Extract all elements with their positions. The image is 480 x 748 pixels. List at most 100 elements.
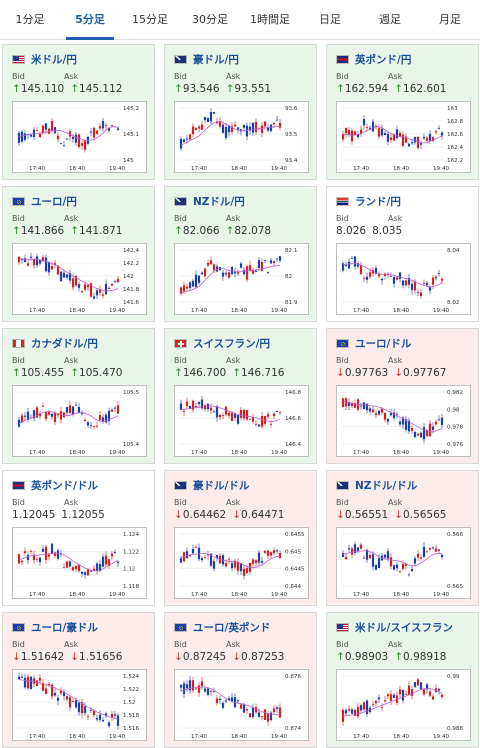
card-title[interactable]: 豪ドル/円 — [174, 52, 239, 66]
tab-2[interactable]: 15分足 — [132, 13, 168, 26]
card-title[interactable]: ユーロ/円 — [12, 194, 77, 208]
candlestick-chart[interactable]: 0.982 0.98 0.978 0.976 17:40 18:40 19:40 — [336, 385, 471, 457]
candlestick-chart[interactable]: 0.6455 0.645 0.6445 0.644 17:40 18:40 19:40 — [174, 527, 309, 599]
card-title[interactable]: ユーロ/ドル — [336, 336, 411, 350]
candlestick-chart[interactable]: 146.8 146.6 146.4 17:40 18:40 19:40 — [174, 385, 309, 457]
candlestick-chart[interactable]: 163 162.8 162.6 162.4 162.2 17:40 18:40 19:40 — [336, 101, 471, 173]
currency-pair-label[interactable]: ランド/円 — [355, 195, 401, 208]
rate-card[interactable]: 米ドル/スイスフラン Bid Ask ↑0.98903 ↑0.98918 0.99 0.98… — [326, 612, 479, 748]
currency-pair-label[interactable]: カナダドル/円 — [31, 337, 98, 350]
ask-value: 8.035 — [372, 225, 403, 237]
rate-card[interactable]: ユーロ/豪ドル Bid Ask ↓1.51642 ↓1.51656 1.524 1.522 1… — [2, 612, 155, 748]
candle-body — [197, 401, 201, 405]
card-title[interactable]: ユーロ/英ポンド — [174, 620, 270, 634]
tab-5[interactable]: 日足 — [319, 13, 341, 26]
bid-ask-values: ↑162.594 ↑162.601 — [336, 83, 452, 95]
bid-value: 141.866 — [20, 225, 65, 237]
tab-4[interactable]: 1時間足 — [250, 13, 290, 26]
rate-card[interactable]: 豪ドル/円 Bid Ask ↑93.546 ↑93.551 93.6 93.5 93.4 17:… — [164, 44, 317, 180]
ask-label: Ask — [388, 356, 403, 365]
candlestick-chart[interactable]: 105.5 105.4 17:40 18:40 19:40 — [12, 385, 147, 457]
candlestick-chart[interactable]: 1.124 1.122 1.12 1.118 17:40 18:40 19:40 — [12, 527, 147, 599]
currency-pair-label[interactable]: スイスフラン/円 — [193, 337, 271, 350]
x-tick-label: 18:40 — [69, 166, 86, 172]
currency-pair-label[interactable]: 豪ドル/ドル — [193, 479, 250, 492]
x-tick-label: 19:40 — [433, 308, 450, 314]
rate-card[interactable]: スイスフラン/円 Bid Ask ↑146.700 ↑146.716 146.8 146.6… — [164, 328, 317, 464]
au-flag-icon — [174, 480, 187, 490]
moving-average-line — [18, 411, 119, 424]
currency-pair-label[interactable]: 米ドル/円 — [31, 53, 77, 66]
candlestick-chart[interactable]: 82.1 82 81.9 17:40 18:40 19:40 — [174, 243, 309, 315]
candle-body — [437, 688, 441, 691]
y-tick-label: 141.8 — [123, 287, 139, 293]
card-title[interactable]: ユーロ/豪ドル — [12, 620, 98, 634]
currency-pair-label[interactable]: NZドル/ドル — [355, 479, 418, 492]
ask-value: 82.078 — [234, 225, 272, 237]
card-title[interactable]: ランド/円 — [336, 194, 401, 208]
rate-card[interactable]: 米ドル/円 Bid Ask ↑145.110 ↑145.112 145.2 145.1 145… — [2, 44, 155, 180]
card-title[interactable]: 米ドル/円 — [12, 52, 77, 66]
tab-0[interactable]: 1分足 — [15, 13, 45, 26]
currency-pair-label[interactable]: 豪ドル/円 — [193, 53, 239, 66]
tab-1[interactable]: 5分足 — [60, 0, 120, 40]
currency-pair-label[interactable]: ユーロ/ドル — [355, 337, 412, 350]
candlestick-chart[interactable]: 93.6 93.5 93.4 17:40 18:40 19:40 — [174, 101, 309, 173]
rate-card[interactable]: NZドル/円 Bid Ask ↑82.066 ↑82.078 82.1 82 81.9 17:4… — [164, 186, 317, 322]
rate-card[interactable]: カナダドル/円 Bid Ask ↑105.455 ↑105.470 105.5 105.4 1… — [2, 328, 155, 464]
candle-body — [191, 549, 195, 554]
candlestick-chart[interactable]: 142.4 142.2 142 141.8 141.6 17:40 18:40 19:40 — [12, 243, 147, 315]
card-title[interactable]: 豪ドル/ドル — [174, 478, 249, 492]
card-title[interactable]: NZドル/円 — [174, 194, 245, 208]
candle-body — [419, 682, 423, 690]
candle-body — [44, 412, 48, 419]
rate-card[interactable]: ユーロ/英ポンド Bid Ask ↓0.87245 ↓0.87253 0.876 0.874… — [164, 612, 317, 748]
rate-card[interactable]: ランド/円 Bid Ask 8.026 8.035 8.04 8.02 17:40 18:40 1… — [326, 186, 479, 322]
tab-6[interactable]: 週足 — [379, 13, 401, 26]
currency-pair-label[interactable]: ユーロ/英ポンド — [193, 621, 271, 634]
currency-pair-label[interactable]: ユーロ/豪ドル — [31, 621, 98, 634]
card-title[interactable]: 英ポンド/円 — [336, 52, 411, 66]
card-title[interactable]: NZドル/ドル — [336, 478, 417, 492]
card-title[interactable]: 英ポンド/ドル — [12, 478, 98, 492]
rate-card[interactable]: ユーロ/円 Bid Ask ↑141.866 ↑141.871 142.4 142.2 142… — [2, 186, 155, 322]
candle-body — [20, 131, 24, 142]
candle-body — [389, 412, 393, 416]
card-title[interactable]: 米ドル/スイスフラン — [336, 620, 453, 634]
rate-card[interactable]: NZドル/ドル Bid Ask ↓0.56551 ↓0.56565 0.566 0.565 1… — [326, 470, 479, 606]
candle-body — [230, 563, 234, 569]
candle-body — [74, 275, 78, 286]
currency-pair-label[interactable]: NZドル/円 — [193, 195, 245, 208]
tab-3[interactable]: 30分足 — [192, 13, 228, 26]
candle-body — [194, 405, 198, 408]
card-title[interactable]: カナダドル/円 — [12, 336, 98, 350]
candle-body — [41, 405, 45, 407]
candlestick-chart[interactable]: 0.99 0.988 17:40 18:40 19:40 — [336, 669, 471, 741]
candle-body — [233, 413, 237, 418]
ask-label: Ask — [64, 214, 79, 223]
currency-pair-label[interactable]: ユーロ/円 — [31, 195, 77, 208]
currency-pair-label[interactable]: 米ドル/スイスフラン — [355, 621, 454, 634]
currency-pair-label[interactable]: 英ポンド/ドル — [31, 479, 98, 492]
currency-pair-label[interactable]: 英ポンド/円 — [355, 53, 412, 66]
candle-body — [254, 560, 258, 564]
bid-ask-labels: Bid Ask — [174, 498, 278, 507]
bid-ask-labels: Bid Ask — [336, 214, 440, 223]
candle-body — [434, 131, 438, 133]
rate-card[interactable]: ユーロ/ドル Bid Ask ↓0.97763 ↓0.97767 0.982 0.98 0.9… — [326, 328, 479, 464]
rate-card[interactable]: 豪ドル/ドル Bid Ask ↓0.64462 ↓0.64471 0.6455 0.645 0… — [164, 470, 317, 606]
candlestick-chart[interactable]: 8.04 8.02 17:40 18:40 19:40 — [336, 243, 471, 315]
candle-body — [392, 412, 396, 419]
bid-value: 0.64462 — [182, 509, 227, 521]
candlestick-chart[interactable]: 145.2 145.1 145 17:40 18:40 19:40 — [12, 101, 147, 173]
card-title[interactable]: スイスフラン/円 — [174, 336, 270, 350]
candle-body — [77, 407, 81, 413]
y-tick-label: 0.99 — [447, 674, 460, 680]
candlestick-chart[interactable]: 1.524 1.522 1.52 1.518 1.516 17:40 18:40 19:40 — [12, 669, 147, 741]
tab-7[interactable]: 月足 — [439, 13, 461, 26]
candlestick-chart[interactable]: 0.566 0.565 17:40 18:40 19:40 — [336, 527, 471, 599]
rate-card[interactable]: 英ポンド/ドル Bid Ask 1.12045 1.12055 1.124 1.122 1.1… — [2, 470, 155, 606]
candle-body — [185, 401, 189, 407]
rate-card[interactable]: 英ポンド/円 Bid Ask ↑162.594 ↑162.601 163 162.8 162.… — [326, 44, 479, 180]
candlestick-chart[interactable]: 0.876 0.874 17:40 18:40 19:40 — [174, 669, 309, 741]
